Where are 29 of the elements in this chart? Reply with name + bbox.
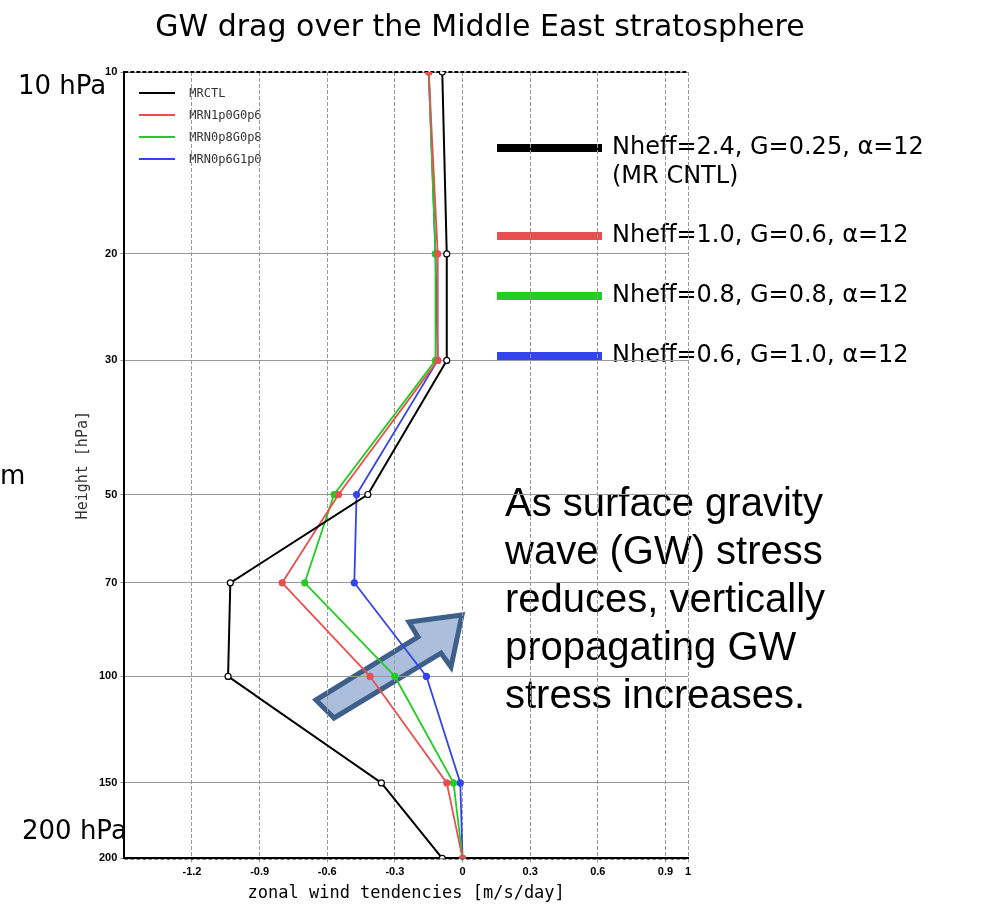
x-tick-label: -1.2 — [182, 865, 202, 878]
x-tick-label: 1 — [684, 865, 692, 878]
annotation: Nheff=2.4, G=0.25, α=12 (MR CNTL) — [612, 132, 925, 190]
y-tick-label: 10 — [105, 65, 118, 78]
y-tick-label: 100 — [98, 669, 118, 682]
legend-label: MRCTL — [189, 86, 226, 100]
annotation: Nheff=0.6, G=1.0, α=12 — [612, 340, 909, 368]
x-tick-label: 0.9 — [657, 865, 674, 878]
y-tick-label: 30 — [105, 353, 118, 366]
legend-label: MRN0p8G0p8 — [189, 130, 262, 144]
x-tick-label: -0.9 — [250, 865, 270, 878]
x-tick-label: 0.3 — [522, 865, 538, 878]
y-tick-label: 150 — [98, 775, 118, 788]
y-tick-label: 50 — [105, 487, 118, 500]
x-tick-label: 0.6 — [590, 865, 606, 878]
x-tick-label: -0.6 — [317, 865, 337, 878]
y-tick-label: 20 — [105, 246, 118, 259]
x-axis-title: zonal wind tendencies [m/s/day] — [247, 882, 565, 903]
legend-label: MRN0p6G1p0 — [189, 152, 262, 166]
x-tick-label: 0 — [459, 865, 466, 878]
y-axis-title: Height [hPa] — [72, 411, 91, 520]
chart-title: GW drag over the Middle East stratosphere — [154, 8, 806, 43]
text: m — [0, 460, 26, 490]
annotation: Nheff=1.0, G=0.6, α=12 — [612, 220, 909, 248]
y-tick-label: 200 — [98, 851, 118, 864]
legend-label: MRN1p0G0p6 — [189, 108, 262, 122]
x-tick-label: -0.3 — [385, 865, 405, 878]
annotation: Nheff=0.8, G=0.8, α=12 — [612, 280, 909, 308]
y-tick-label: 70 — [105, 575, 118, 588]
